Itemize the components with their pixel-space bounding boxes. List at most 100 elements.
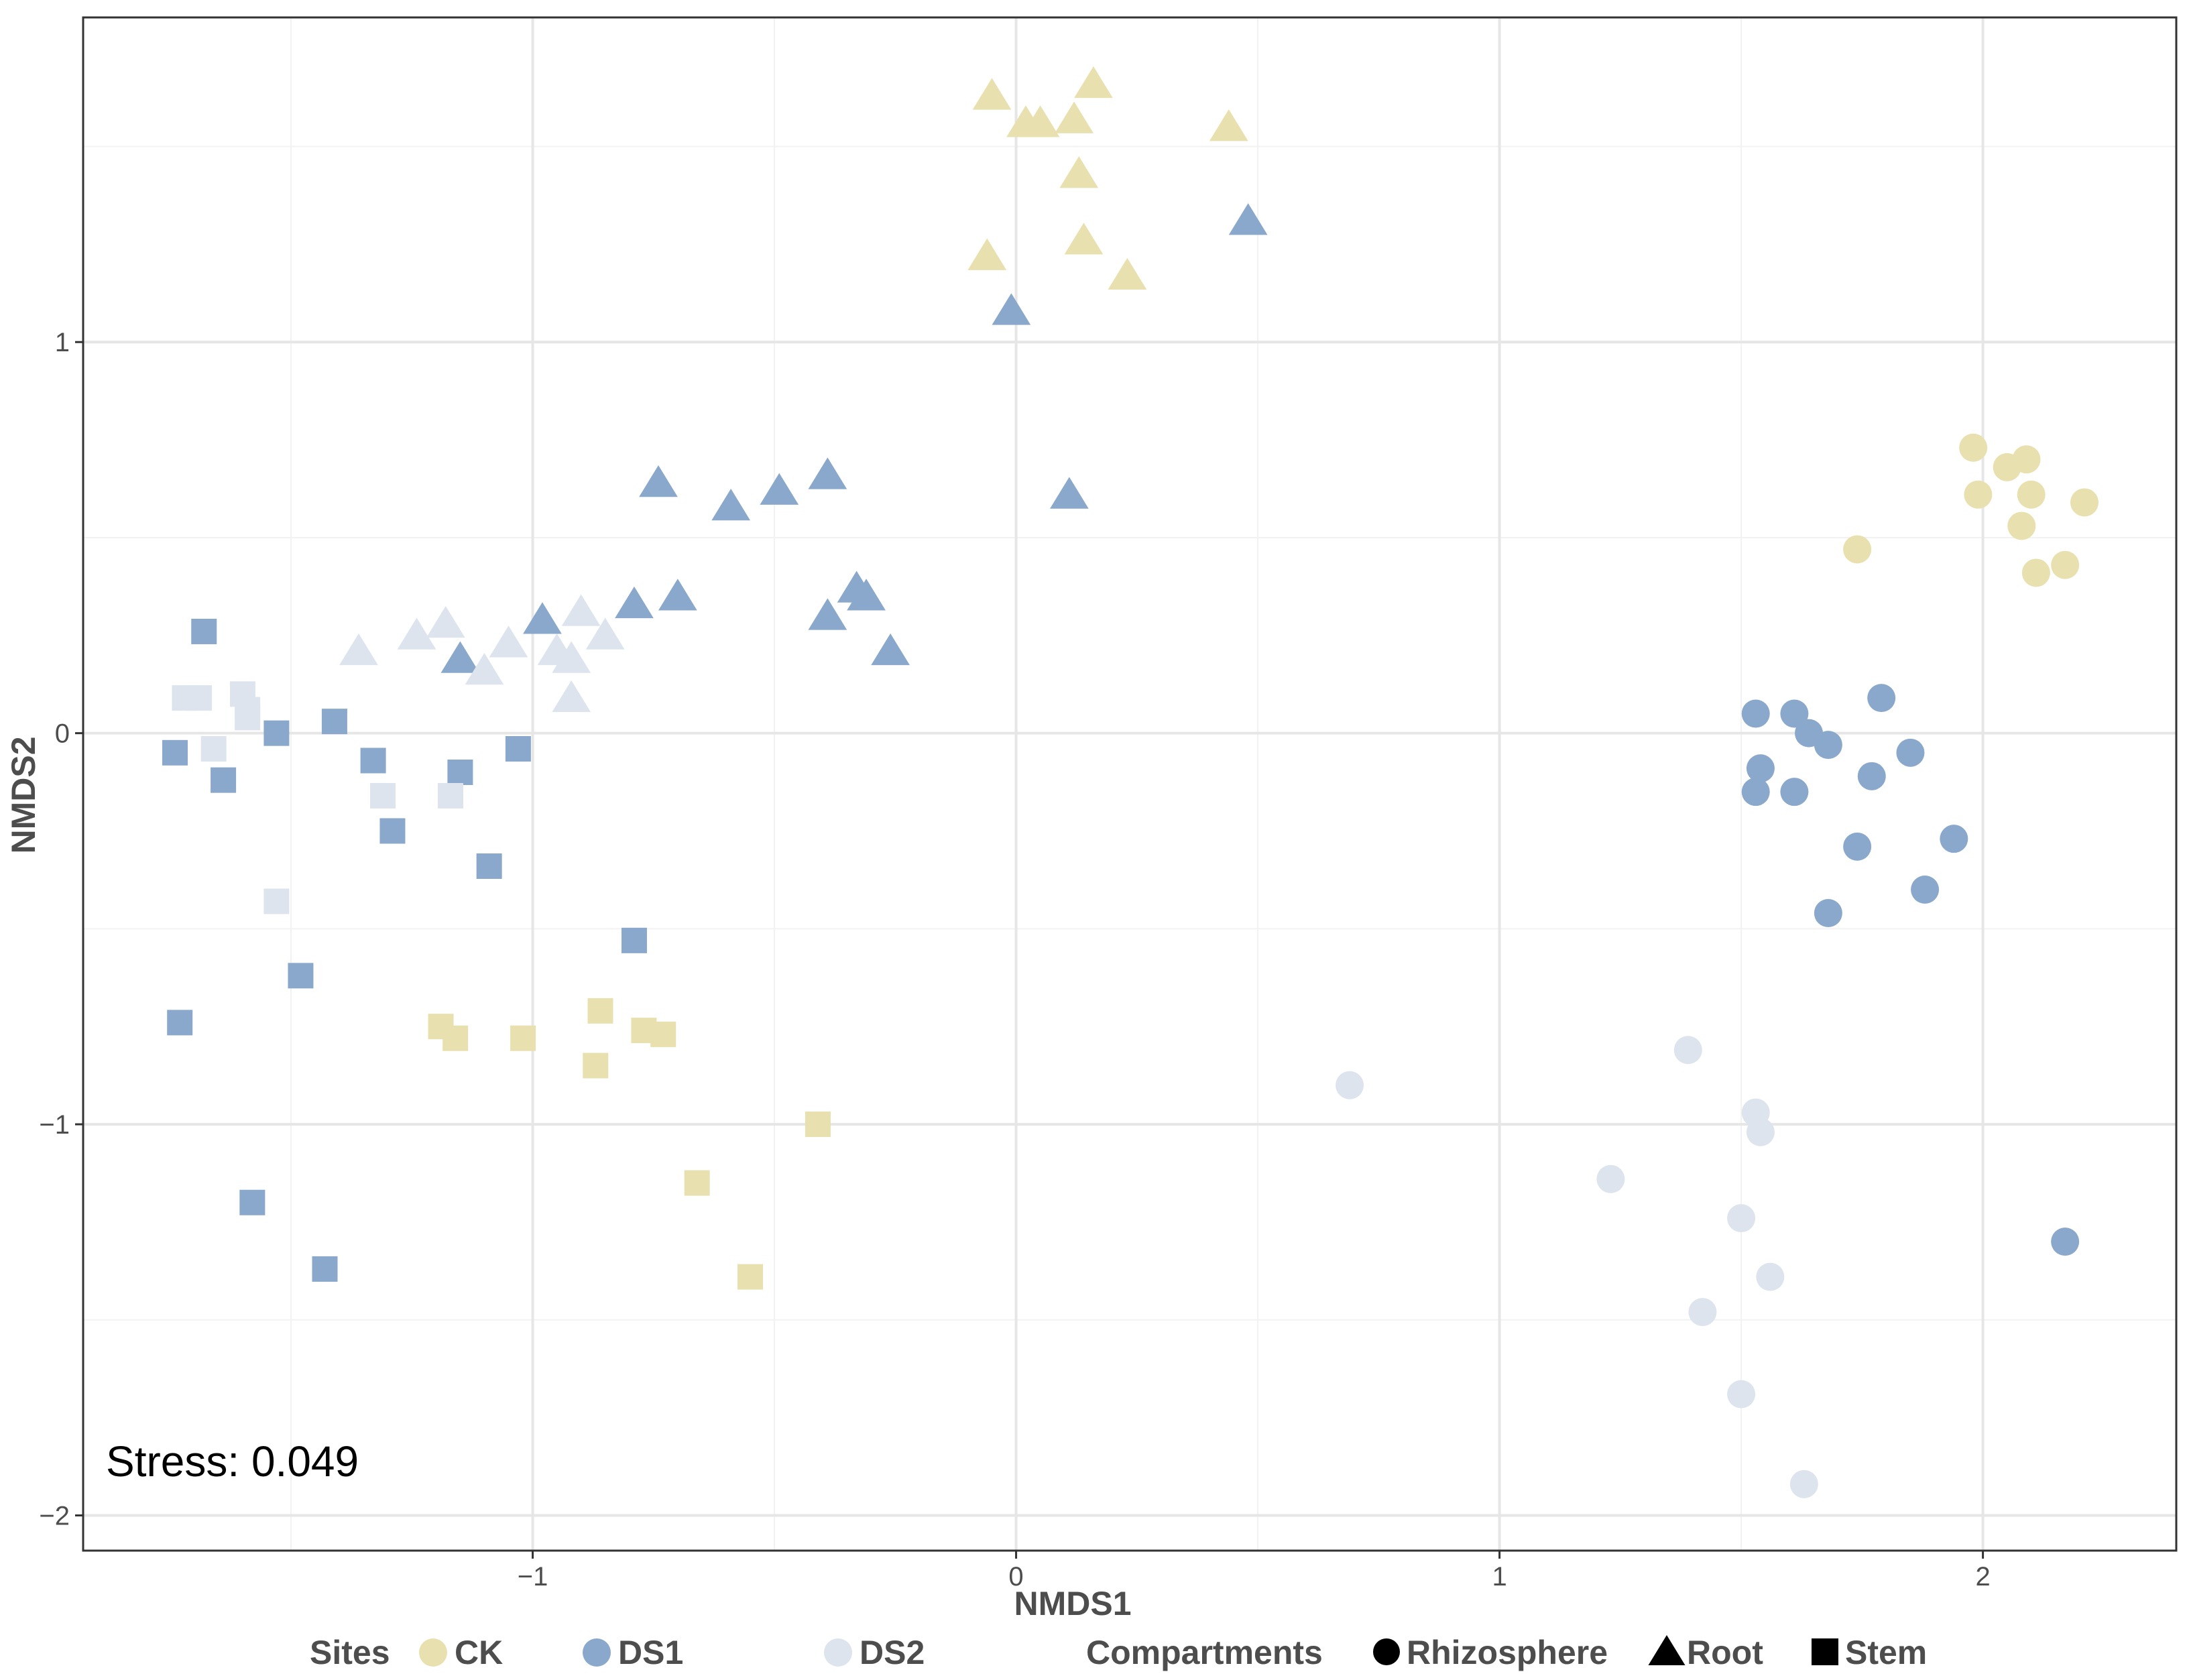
x-tick-label: 1 bbox=[1492, 1562, 1506, 1592]
point-ck-rhizosphere bbox=[1964, 480, 1993, 509]
point-ds1-stem bbox=[447, 759, 473, 785]
point-ds1-stem bbox=[321, 709, 347, 735]
legend-sites-title: Sites bbox=[310, 1634, 390, 1671]
point-ds2-rhizosphere bbox=[1727, 1380, 1756, 1408]
point-ck-stem bbox=[442, 1025, 469, 1051]
legend-label-root: Root bbox=[1687, 1634, 1763, 1671]
point-ds1-root bbox=[1049, 477, 1089, 509]
point-ds2-root bbox=[552, 641, 591, 673]
point-ds1-rhizosphere bbox=[1896, 738, 1925, 767]
legend-key-rhizosphere bbox=[1373, 1638, 1400, 1665]
point-ck-stem bbox=[587, 998, 613, 1024]
point-ds1-stem bbox=[505, 735, 531, 762]
point-ds2-rhizosphere bbox=[1673, 1036, 1702, 1065]
point-ck-root bbox=[972, 78, 1012, 110]
y-tick-label: 1 bbox=[55, 328, 70, 357]
legend-key-root bbox=[1648, 1635, 1686, 1665]
point-ds1-root bbox=[808, 457, 847, 489]
point-ds1-rhizosphere bbox=[1867, 684, 1896, 713]
point-ds1-root bbox=[1228, 203, 1268, 235]
point-ds2-rhizosphere bbox=[1336, 1071, 1364, 1099]
x-tick-label: 0 bbox=[1008, 1562, 1023, 1592]
point-ds2-rhizosphere bbox=[1596, 1164, 1625, 1193]
point-ds2-rhizosphere bbox=[1756, 1262, 1785, 1291]
point-ck-rhizosphere bbox=[2007, 512, 2036, 540]
legend-label-ds1: DS1 bbox=[618, 1634, 683, 1671]
point-ds1-stem bbox=[211, 767, 237, 793]
point-ds1-root bbox=[658, 579, 697, 611]
x-tick-label: −1 bbox=[518, 1562, 548, 1592]
point-ds2-stem bbox=[186, 685, 213, 711]
legend-label-rhizosphere: Rhizosphere bbox=[1407, 1634, 1608, 1671]
point-ds2-root bbox=[426, 606, 465, 638]
point-ds1-rhizosphere bbox=[1843, 832, 1872, 861]
point-ds1-rhizosphere bbox=[1940, 825, 1968, 853]
point-ds2-root bbox=[489, 625, 528, 658]
point-ck-rhizosphere bbox=[1843, 535, 1872, 564]
point-ds1-root bbox=[615, 586, 654, 619]
point-ck-rhizosphere bbox=[2070, 488, 2099, 517]
point-ck-root bbox=[967, 238, 1007, 270]
x-tick-label: 2 bbox=[1975, 1562, 1990, 1592]
point-ds1-stem bbox=[191, 618, 217, 644]
point-ds2-root bbox=[397, 617, 436, 650]
point-ds1-stem bbox=[162, 739, 188, 766]
point-ds2-root bbox=[339, 633, 378, 666]
point-ds1-rhizosphere bbox=[1780, 778, 1809, 806]
point-ds2-root bbox=[552, 680, 591, 713]
point-ds1-root bbox=[992, 293, 1031, 325]
legend: Sites Compartments CK DS1 DS2 Rhizosphere Ro… bbox=[310, 1634, 1927, 1671]
point-ds2-rhizosphere bbox=[1746, 1118, 1775, 1146]
point-ds2-rhizosphere bbox=[1789, 1469, 1818, 1498]
point-ds2-stem bbox=[235, 705, 261, 731]
point-ds1-root bbox=[440, 641, 480, 673]
point-ds1-stem bbox=[167, 1010, 193, 1036]
point-ds1-stem bbox=[288, 963, 314, 989]
point-ds1-root bbox=[639, 465, 678, 497]
axis-ticks: −1 0 1 2 −2 −1 0 1 bbox=[39, 328, 1990, 1592]
y-tick-label: −2 bbox=[39, 1501, 70, 1531]
point-ds1-rhizosphere bbox=[1746, 754, 1775, 783]
point-ds1-root bbox=[871, 633, 910, 666]
point-ds2-root bbox=[465, 653, 504, 685]
point-ds1-stem bbox=[476, 853, 502, 880]
point-ds2-rhizosphere bbox=[1727, 1204, 1756, 1233]
point-ds1-rhizosphere bbox=[1741, 778, 1770, 806]
legend-label-stem: Stem bbox=[1845, 1634, 1927, 1671]
legend-compartments-title: Compartments bbox=[1086, 1634, 1323, 1671]
point-ck-root bbox=[1020, 105, 1060, 137]
point-ds1-rhizosphere bbox=[1780, 699, 1809, 728]
y-axis-title: NMDS2 bbox=[5, 736, 42, 853]
legend-key-ds2 bbox=[824, 1638, 852, 1667]
point-ds2-root bbox=[561, 594, 601, 626]
point-ds2-stem bbox=[437, 783, 463, 809]
point-ds1-rhizosphere bbox=[1911, 876, 1940, 904]
point-ck-stem bbox=[650, 1021, 676, 1047]
point-ds1-root bbox=[760, 473, 799, 505]
point-ds2-root bbox=[585, 617, 625, 650]
point-ds2-stem bbox=[370, 783, 396, 809]
point-ck-root bbox=[1059, 156, 1099, 188]
y-tick-label: −1 bbox=[39, 1110, 70, 1140]
point-ds2-stem bbox=[263, 888, 290, 914]
point-ck-rhizosphere bbox=[2051, 550, 2080, 579]
data-points bbox=[162, 66, 2099, 1498]
point-ck-rhizosphere bbox=[2012, 445, 2041, 474]
point-ds1-rhizosphere bbox=[1814, 731, 1842, 760]
point-ck-stem bbox=[684, 1170, 710, 1196]
point-ck-stem bbox=[583, 1053, 609, 1079]
point-ds1-root bbox=[711, 489, 751, 521]
point-ds1-stem bbox=[360, 747, 386, 774]
point-ck-stem bbox=[510, 1025, 536, 1051]
point-ds1-stem bbox=[379, 818, 406, 844]
legend-key-ck bbox=[419, 1638, 447, 1667]
point-ck-rhizosphere bbox=[2017, 480, 2046, 509]
point-ds2-stem bbox=[200, 735, 227, 762]
x-axis-title: NMDS1 bbox=[1014, 1585, 1131, 1622]
legend-key-stem bbox=[1812, 1638, 1838, 1665]
point-ds1-rhizosphere bbox=[1814, 899, 1842, 928]
point-ds2-rhizosphere bbox=[1688, 1298, 1717, 1327]
point-ds1-root bbox=[808, 598, 847, 630]
point-ds1-stem bbox=[239, 1189, 265, 1215]
